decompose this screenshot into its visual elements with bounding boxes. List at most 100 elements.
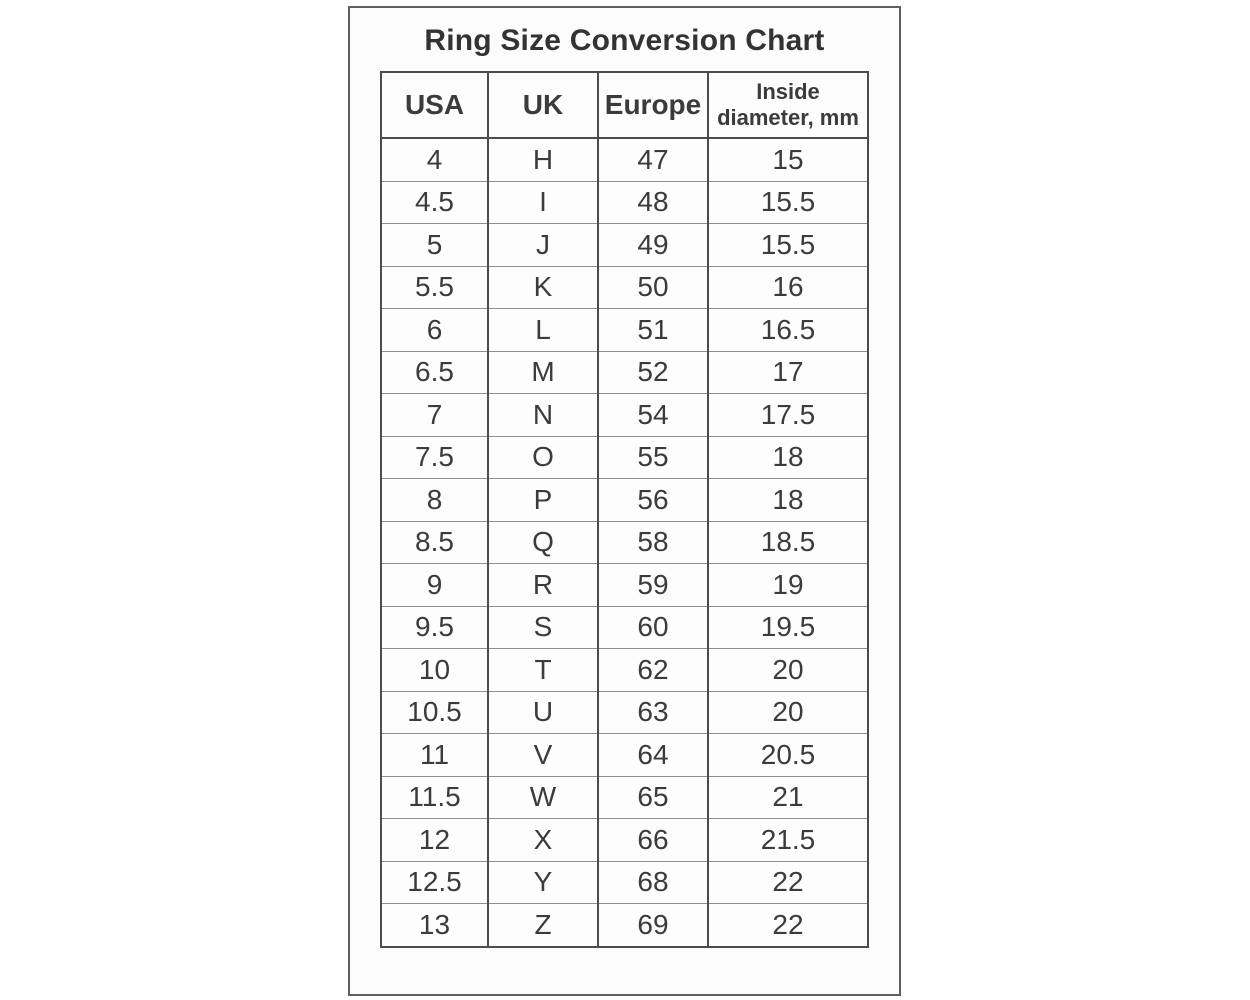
table-row: 10 T 62 20 [381,648,868,691]
cell-europe: 49 [597,223,708,266]
cell-inside-diameter: 18.5 [707,520,868,564]
cell-inside-diameter: 15.5 [707,223,868,266]
cell-uk: X [487,818,598,861]
table-row: 9.5 S 60 19.5 [381,605,868,649]
cell-inside-diameter: 17.5 [707,393,868,436]
cell-inside-diameter: 21 [707,775,868,819]
cell-usa: 8.5 [381,520,488,564]
cell-usa: 13 [381,903,488,947]
table-row: 4.5 I 48 15.5 [381,180,868,224]
table-row: 6 L 51 16.5 [381,308,868,351]
cell-usa: 12.5 [381,860,488,904]
cell-inside-diameter: 20 [707,648,868,691]
cell-inside-diameter: 15 [707,137,868,181]
cell-usa: 7 [381,393,488,436]
cell-inside-diameter: 20 [707,690,868,734]
column-header-inside-diameter-line1: Inside [756,79,820,105]
cell-inside-diameter: 19.5 [707,605,868,649]
cell-uk: H [487,137,598,181]
cell-europe: 51 [597,308,708,351]
cell-usa: 5 [381,223,488,266]
cell-uk: M [487,350,598,394]
cell-europe: 66 [597,818,708,861]
column-header-europe: Europe [597,72,708,138]
column-header-uk: UK [487,72,598,138]
column-header-inside-diameter-line2: diameter, mm [717,105,859,130]
cell-inside-diameter: 16.5 [707,308,868,351]
cell-usa: 4.5 [381,180,488,224]
cell-europe: 65 [597,775,708,819]
cell-europe: 60 [597,605,708,649]
cell-usa: 9 [381,563,488,606]
cell-usa: 4 [381,137,488,181]
cell-uk: O [487,435,598,479]
cell-usa: 10.5 [381,690,488,734]
table-body: 4 H 47 15 4.5 I 48 15.5 5 J 49 15.5 5.5 … [381,137,868,947]
header-row: USA UK Europe Inside diameter, mm [381,72,868,138]
cell-inside-diameter: 17 [707,350,868,394]
cell-uk: V [487,733,598,776]
column-header-inside-diameter: Inside diameter, mm [707,72,868,138]
table-row: 5 J 49 15.5 [381,223,868,266]
cell-europe: 69 [597,903,708,947]
table-row: 12 X 66 21.5 [381,818,868,861]
chart-frame: Ring Size Conversion Chart USA UK Europe… [348,6,901,996]
cell-europe: 47 [597,137,708,181]
cell-uk: Q [487,520,598,564]
cell-europe: 64 [597,733,708,776]
table-row: 5.5 K 50 16 [381,265,868,309]
cell-europe: 55 [597,435,708,479]
cell-usa: 7.5 [381,435,488,479]
cell-inside-diameter: 20.5 [707,733,868,776]
cell-uk: N [487,393,598,436]
table-row: 7 N 54 17.5 [381,393,868,436]
cell-usa: 9.5 [381,605,488,649]
cell-uk: W [487,775,598,819]
cell-uk: R [487,563,598,606]
chart-title: Ring Size Conversion Chart [424,24,825,57]
cell-usa: 11 [381,733,488,776]
column-header-usa: USA [404,89,465,120]
cell-uk: Y [487,860,598,904]
cell-europe: 56 [597,478,708,521]
cell-europe: 54 [597,393,708,436]
cell-uk: T [487,648,598,691]
cell-inside-diameter: 19 [707,563,868,606]
table-row: 13 Z 69 22 [381,903,868,947]
cell-inside-diameter: 22 [707,860,868,904]
table-row: 11 V 64 20.5 [381,733,868,776]
cell-usa: 8 [381,478,488,521]
table-row: 10.5 U 63 20 [381,690,868,734]
table-row: 8 P 56 18 [381,478,868,521]
cell-uk: P [487,478,598,521]
cell-usa: 6 [381,308,488,351]
cell-inside-diameter: 22 [707,903,868,947]
table-row: 11.5 W 65 21 [381,775,868,819]
cell-uk: K [487,265,598,309]
cell-uk: S [487,605,598,649]
cell-inside-diameter: 18 [707,478,868,521]
cell-europe: 52 [597,350,708,394]
table-row: 8.5 Q 58 18.5 [381,520,868,564]
cell-europe: 58 [597,520,708,564]
cell-usa: 11.5 [381,775,488,819]
cell-europe: 59 [597,563,708,606]
cell-usa: 6.5 [381,350,488,394]
cell-uk: U [487,690,598,734]
table-row: 6.5 M 52 17 [381,350,868,394]
cell-inside-diameter: 16 [707,265,868,309]
table-row: 12.5 Y 68 22 [381,860,868,904]
cell-europe: 68 [597,860,708,904]
table-row: 9 R 59 19 [381,563,868,606]
cell-uk: J [487,223,598,266]
cell-usa: 10 [381,648,488,691]
cell-uk: I [487,180,598,224]
cell-inside-diameter: 21.5 [707,818,868,861]
cell-europe: 62 [597,648,708,691]
cell-uk: Z [487,903,598,947]
cell-usa: 12 [381,818,488,861]
ring-size-conversion-table: USA UK Europe Inside diameter, mm 4 H 47… [380,71,869,948]
cell-europe: 48 [597,180,708,224]
table-row: 7.5 O 55 18 [381,435,868,479]
